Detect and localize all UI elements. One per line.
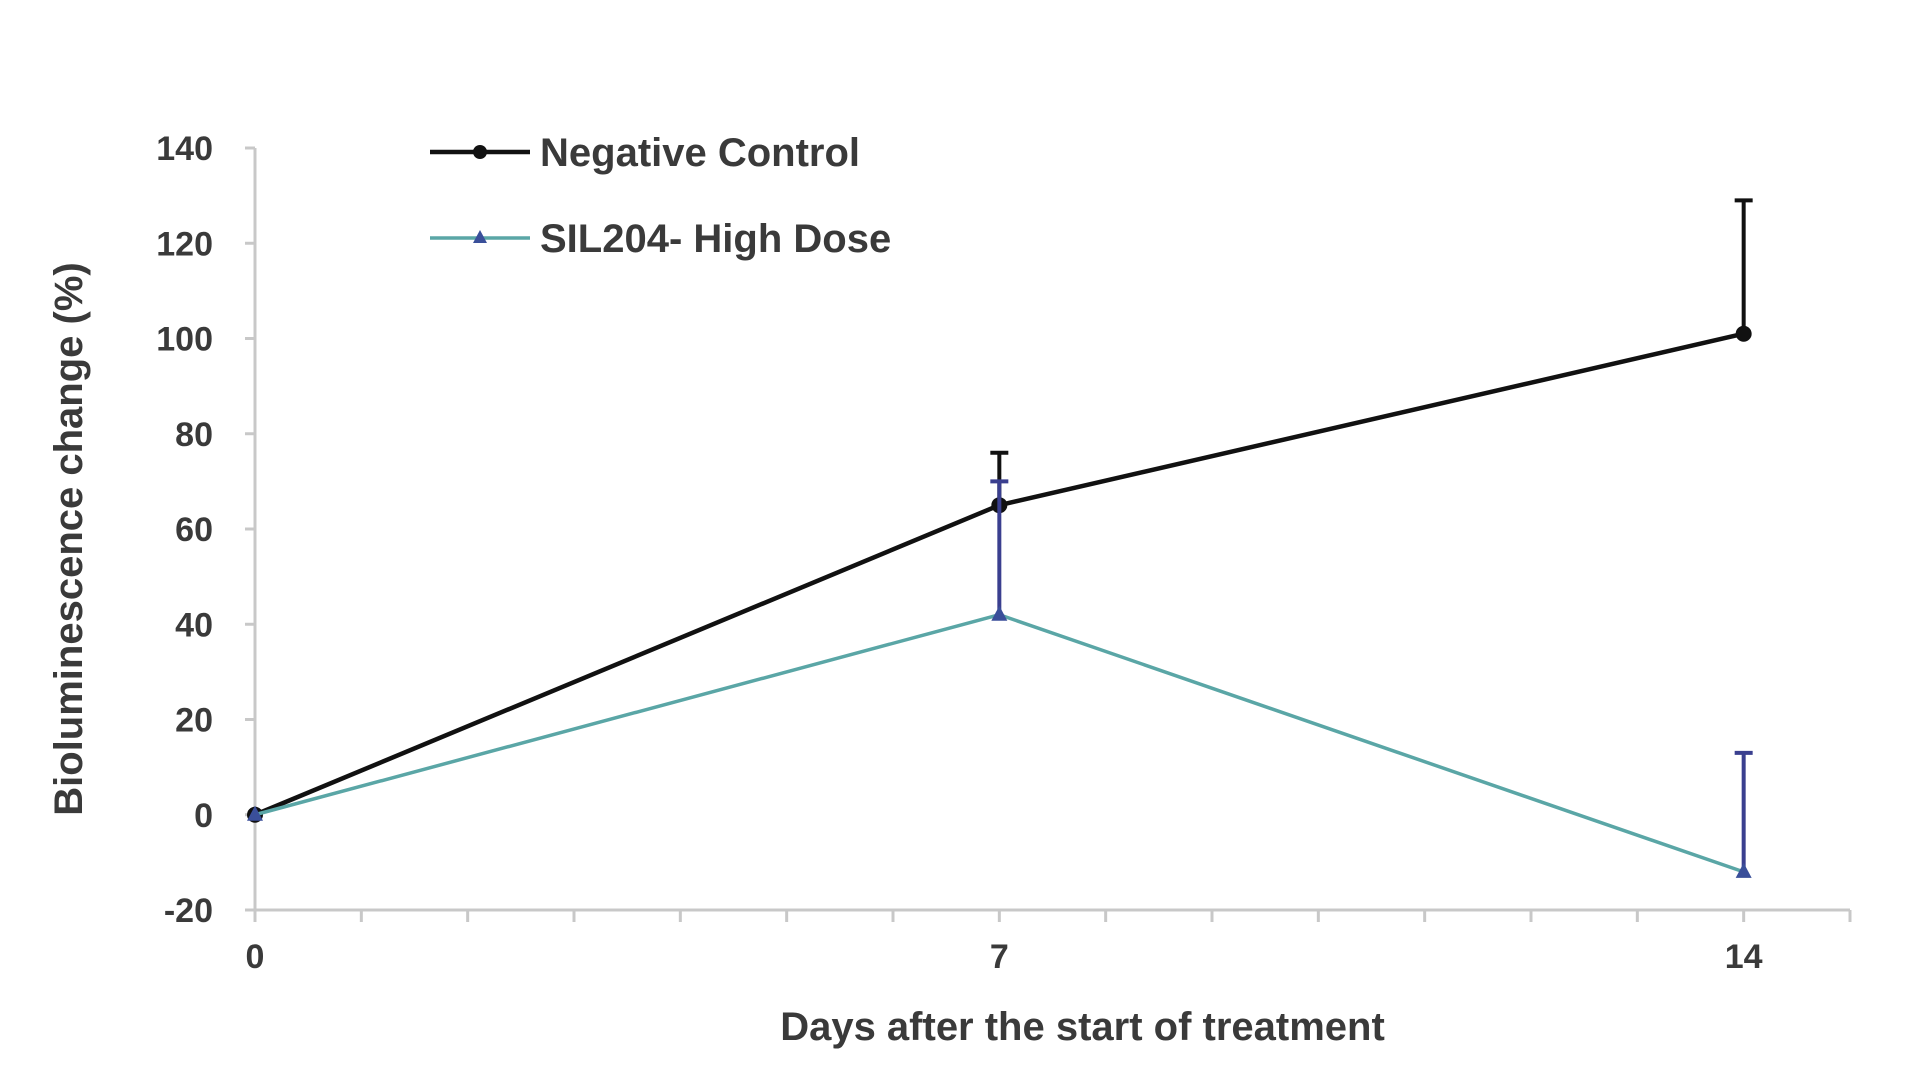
legend-label-negative-control: Negative Control bbox=[540, 131, 860, 175]
data-point bbox=[1735, 325, 1752, 342]
data-point bbox=[991, 605, 1008, 621]
y-tick-label: 120 bbox=[156, 225, 213, 263]
data-point bbox=[1735, 862, 1752, 878]
y-tick-label: 100 bbox=[156, 321, 213, 359]
data-point bbox=[247, 805, 263, 821]
y-tick-label: 0 bbox=[194, 797, 213, 835]
legend: Negative Control SIL204- High Dose bbox=[430, 131, 891, 261]
series-sil204-high-dose bbox=[247, 479, 1753, 878]
y-tick-label: 140 bbox=[156, 130, 213, 168]
y-tick-label: 60 bbox=[175, 511, 213, 549]
y-axis-title: Bioluminescence change (%) bbox=[47, 262, 91, 815]
legend-marker-negative-control bbox=[473, 145, 487, 159]
series-line bbox=[254, 612, 1745, 874]
legend-label-sil204-high-dose: SIL204- High Dose bbox=[540, 217, 891, 261]
y-tick-label: -20 bbox=[164, 892, 213, 930]
y-tick-label: 40 bbox=[175, 606, 213, 644]
series-layer bbox=[247, 198, 1753, 878]
x-tick-label: 14 bbox=[1725, 938, 1763, 976]
axes-layer: -20 0 20 40 60 80 100 120 140 0 7 14 bbox=[156, 130, 1852, 976]
x-tick-label: 7 bbox=[990, 938, 1009, 976]
x-axis-title: Days after the start of treatment bbox=[780, 1005, 1385, 1049]
y-tick-label: 80 bbox=[175, 416, 213, 454]
legend-marker-sil204-high-dose bbox=[473, 230, 487, 243]
y-tick-label: 20 bbox=[175, 702, 213, 740]
x-tick-label: 0 bbox=[246, 938, 265, 976]
